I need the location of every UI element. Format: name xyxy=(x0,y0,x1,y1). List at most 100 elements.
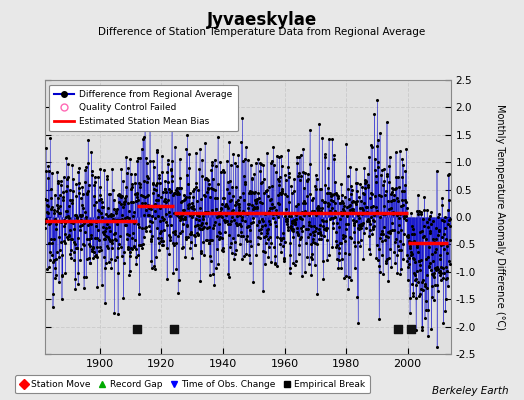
Point xyxy=(298,228,306,234)
Point xyxy=(355,194,363,200)
Point xyxy=(72,212,81,219)
Point xyxy=(354,239,363,245)
Point xyxy=(406,310,414,316)
Point xyxy=(201,139,209,146)
Point xyxy=(377,172,385,178)
Point xyxy=(193,212,202,218)
Point xyxy=(406,243,414,249)
Point xyxy=(66,197,74,204)
Point xyxy=(242,251,250,257)
Point xyxy=(167,222,175,228)
Point xyxy=(202,225,211,232)
Point xyxy=(72,214,81,220)
Point xyxy=(375,268,384,275)
Point xyxy=(291,219,300,226)
Point xyxy=(109,216,117,222)
Point xyxy=(84,182,93,188)
Point xyxy=(182,223,191,229)
Point xyxy=(324,136,333,143)
Point xyxy=(363,218,371,224)
Point xyxy=(431,265,439,272)
Point xyxy=(420,233,428,240)
Point xyxy=(279,254,288,261)
Point xyxy=(366,221,374,228)
Point xyxy=(258,216,267,222)
Point xyxy=(139,136,147,142)
Point xyxy=(138,200,146,206)
Point xyxy=(173,185,181,191)
Point xyxy=(227,218,235,224)
Point xyxy=(278,188,287,194)
Point xyxy=(143,173,151,180)
Point xyxy=(306,231,314,237)
Point xyxy=(436,268,444,274)
Point xyxy=(46,220,54,227)
Point xyxy=(139,192,147,199)
Point xyxy=(404,234,412,240)
Point xyxy=(244,200,252,207)
Point xyxy=(121,215,129,221)
Point xyxy=(157,194,166,200)
Point xyxy=(423,219,431,226)
Point xyxy=(393,270,401,277)
Point xyxy=(401,197,409,204)
Point xyxy=(69,220,77,226)
Point xyxy=(296,236,304,242)
Point xyxy=(133,190,141,196)
Point xyxy=(342,221,350,227)
Point xyxy=(222,212,230,218)
Point xyxy=(135,180,143,186)
Point xyxy=(79,191,87,197)
Point xyxy=(110,206,118,212)
Point xyxy=(161,186,169,192)
Point xyxy=(271,219,279,226)
Point xyxy=(358,206,367,213)
Point xyxy=(320,154,329,160)
Point xyxy=(239,190,247,197)
Point xyxy=(392,174,400,180)
Point xyxy=(392,212,401,218)
Point xyxy=(47,236,55,242)
Point xyxy=(211,194,220,201)
Point xyxy=(213,180,222,187)
Point xyxy=(130,209,138,216)
Point xyxy=(293,230,302,237)
Point xyxy=(273,210,281,217)
Point xyxy=(95,236,104,243)
Point xyxy=(143,160,151,167)
Point xyxy=(75,190,83,196)
Point xyxy=(426,213,434,219)
Point xyxy=(256,199,264,205)
Point xyxy=(168,119,176,126)
Point xyxy=(373,208,381,214)
Point xyxy=(292,258,300,264)
Point xyxy=(255,218,264,224)
Point xyxy=(227,196,235,203)
Point xyxy=(121,222,129,228)
Point xyxy=(263,187,271,194)
Point xyxy=(40,196,49,202)
Point xyxy=(334,265,343,272)
Point xyxy=(419,277,427,284)
Point xyxy=(199,213,208,220)
Point xyxy=(206,252,214,259)
Point xyxy=(309,195,318,201)
Point xyxy=(340,274,348,281)
Point xyxy=(330,156,338,162)
Point xyxy=(245,223,253,230)
Point xyxy=(367,191,376,197)
Point xyxy=(259,162,268,168)
Point xyxy=(140,93,149,99)
Point xyxy=(202,209,210,215)
Point xyxy=(364,216,373,222)
Point xyxy=(89,243,97,250)
Point xyxy=(103,172,111,179)
Point xyxy=(133,326,141,332)
Point xyxy=(329,214,337,221)
Point xyxy=(417,286,425,292)
Point xyxy=(265,184,274,190)
Point xyxy=(410,231,419,237)
Point xyxy=(380,192,389,198)
Point xyxy=(433,168,441,174)
Point xyxy=(343,173,352,179)
